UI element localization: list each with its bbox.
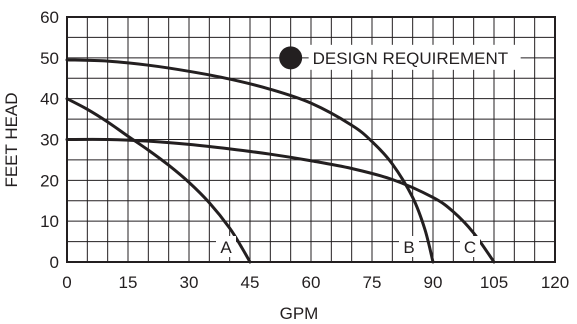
x-tick-label: 120 (541, 273, 569, 292)
labels: 0 15 30 45 60 75 90 105 120 0 10 20 30 40 50 60 A B C DESIG… (40, 8, 569, 292)
y-tick-label: 10 (40, 212, 59, 231)
y-tick-label: 50 (40, 49, 59, 68)
x-axis-title: GPM (280, 304, 319, 323)
pump-curve-a (65, 97, 252, 264)
curve-label: A (220, 238, 232, 257)
pump-curve-b (65, 58, 435, 264)
x-tick-label: 105 (480, 273, 508, 292)
x-tick-label: 90 (424, 273, 443, 292)
y-tick-label: 60 (40, 8, 59, 27)
curves (65, 58, 496, 264)
y-tick-label: 0 (50, 253, 59, 272)
y-axis-title: FEET HEAD (2, 92, 21, 187)
x-tick-label: 75 (363, 273, 382, 292)
design-requirement-marker (279, 46, 303, 70)
y-tick-label: 20 (40, 171, 59, 190)
x-tick-label: 45 (241, 273, 260, 292)
y-tick-label: 30 (40, 131, 59, 150)
curve-label-background (460, 236, 480, 257)
x-tick-label: 30 (180, 273, 199, 292)
y-tick-label: 40 (40, 90, 59, 109)
curve-label: C (464, 238, 476, 257)
x-tick-label: 15 (119, 273, 138, 292)
design-requirement-label: DESIGN REQUIREMENT (313, 49, 509, 68)
x-tick-label: 0 (62, 273, 71, 292)
curve-label-background (216, 236, 236, 257)
annotation-background (308, 44, 521, 70)
pump-curve-c (65, 137, 496, 264)
plot-frame (66, 16, 556, 263)
curve-label: B (403, 238, 414, 257)
x-tick-label: 60 (302, 273, 321, 292)
curve-label-background (399, 236, 419, 257)
